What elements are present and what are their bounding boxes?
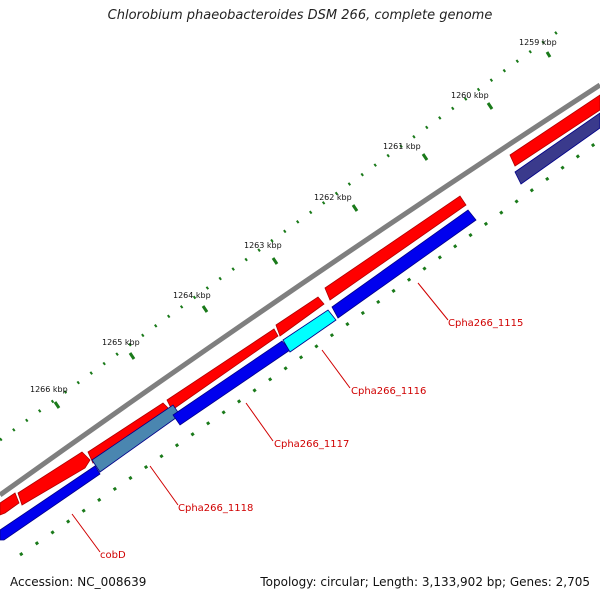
tick-label-1259: 1259 kbp bbox=[519, 38, 557, 47]
tick-label-1264: 1264 kbp bbox=[173, 291, 211, 300]
major-tick bbox=[351, 204, 359, 212]
tick-label-1261: 1261 kbp bbox=[383, 142, 421, 151]
genome-backbone bbox=[0, 82, 600, 498]
major-tick bbox=[421, 153, 429, 161]
tick-label-1265: 1265 kbp bbox=[102, 338, 140, 347]
forward-genes bbox=[0, 94, 600, 516]
tick-labels: 1259 kbp 1260 kbp 1261 kbp 1262 kbp 1263… bbox=[30, 38, 557, 394]
leader-line bbox=[71, 513, 101, 553]
reverse-gene bbox=[0, 465, 101, 541]
genome-title: Chlorobium phaeobacteroides DSM 266, com… bbox=[107, 8, 493, 23]
gene-labels: Cpha266_1115 Cpha266_1116 Cpha266_1117 C… bbox=[100, 318, 523, 561]
reverse-gene-highlight bbox=[91, 404, 181, 473]
accession-text: Accession: NC_008639 bbox=[10, 575, 147, 589]
reverse-gene bbox=[172, 340, 291, 426]
reverse-genes bbox=[0, 112, 600, 541]
tick-label-1263: 1263 kbp bbox=[244, 241, 282, 250]
major-tick bbox=[53, 401, 61, 409]
major-ticks bbox=[53, 51, 552, 409]
major-tick bbox=[128, 352, 136, 360]
gene-label-cobd[interactable]: cobD bbox=[100, 550, 126, 561]
gene-label-cpha266-1117[interactable]: Cpha266_1117 bbox=[274, 439, 349, 450]
tick-label-1262: 1262 kbp bbox=[314, 193, 352, 202]
forward-gene bbox=[0, 492, 20, 516]
gene-label-cpha266-1116[interactable]: Cpha266_1116 bbox=[351, 386, 426, 397]
major-tick bbox=[486, 102, 494, 110]
forward-gene bbox=[17, 451, 91, 506]
leader-line bbox=[245, 402, 274, 442]
forward-gene bbox=[324, 195, 467, 301]
genome-summary-text: Topology: circular; Length: 3,133,902 bp… bbox=[260, 575, 590, 589]
major-tick bbox=[271, 257, 279, 265]
inner-tick-ring bbox=[19, 138, 600, 557]
reverse-gene bbox=[514, 112, 600, 185]
tick-label-1260: 1260 kbp bbox=[451, 91, 489, 100]
tick-label-1266: 1266 kbp bbox=[30, 385, 68, 394]
forward-gene bbox=[509, 94, 600, 167]
forward-gene bbox=[275, 296, 325, 337]
gene-label-leaders bbox=[71, 282, 449, 553]
major-tick bbox=[545, 51, 552, 58]
leader-line bbox=[321, 349, 351, 389]
major-tick bbox=[201, 305, 209, 313]
leader-line bbox=[417, 282, 449, 321]
gene-label-cpha266-1118[interactable]: Cpha266_1118 bbox=[178, 503, 253, 514]
gene-label-cpha266-1115[interactable]: Cpha266_1115 bbox=[448, 318, 523, 329]
reverse-gene bbox=[331, 209, 477, 319]
leader-line bbox=[149, 465, 179, 506]
reverse-gene-highlight bbox=[282, 309, 337, 353]
